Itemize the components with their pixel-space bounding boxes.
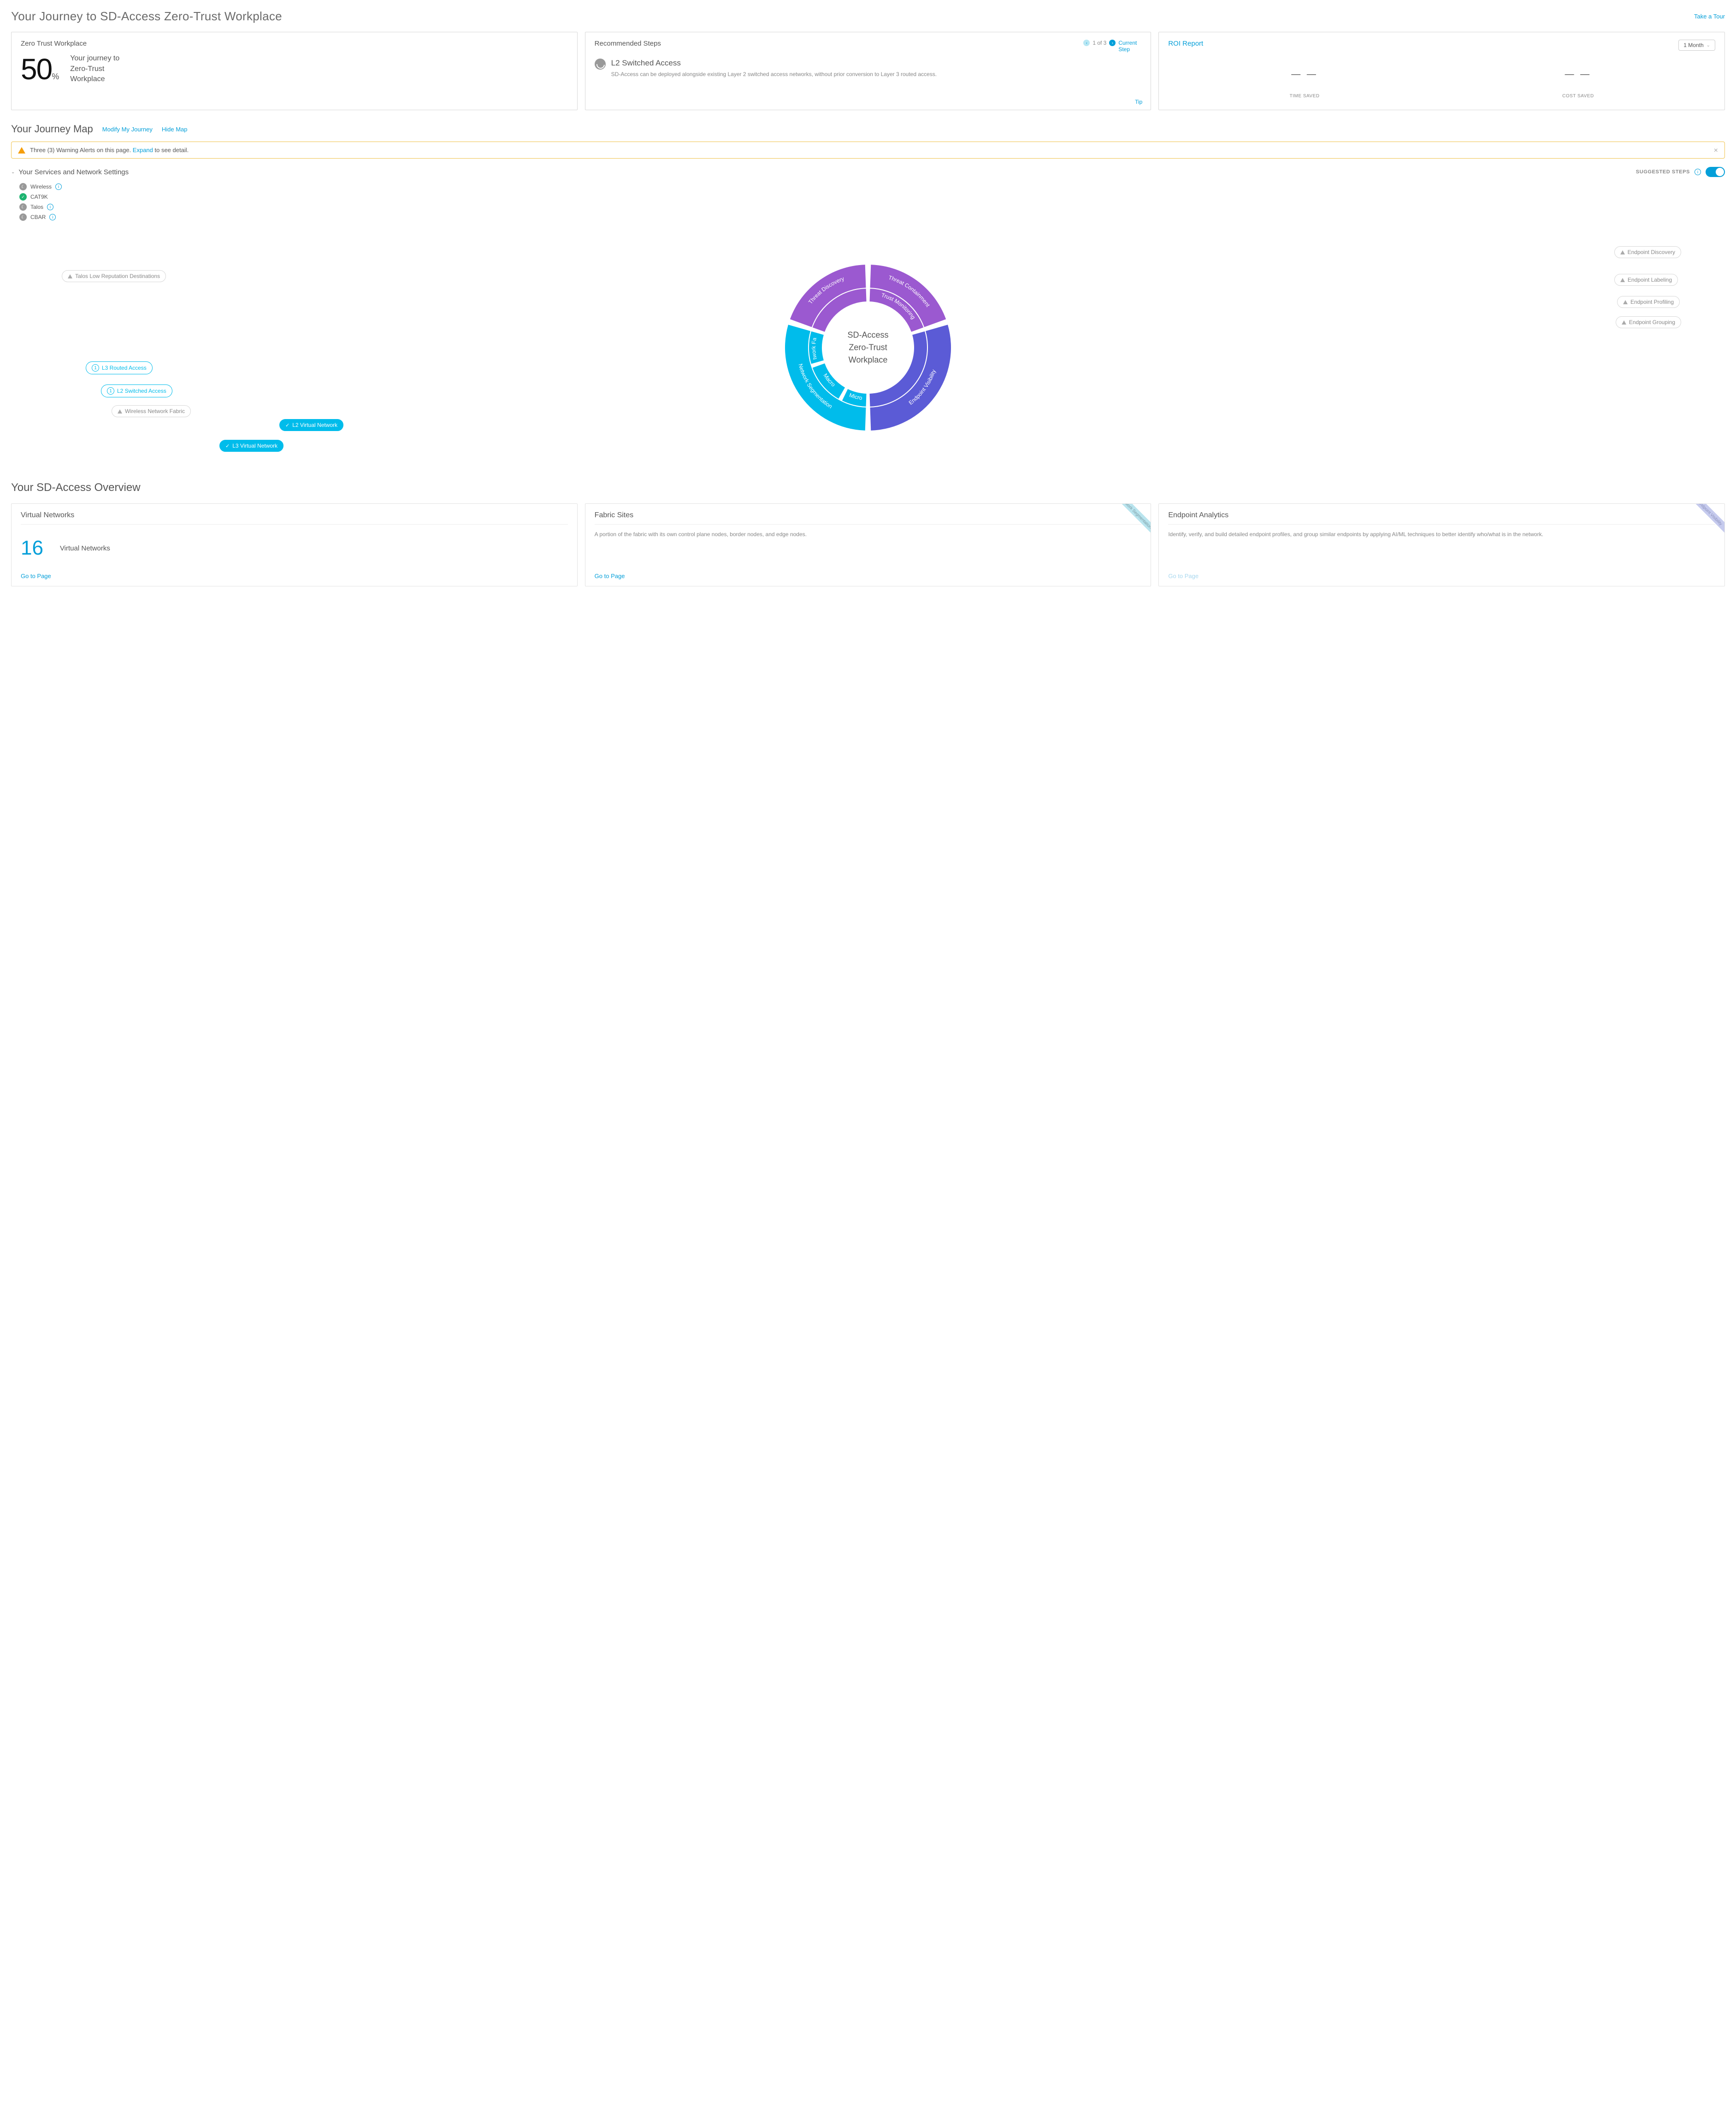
service-label: Talos	[30, 204, 43, 210]
endpoint-analytics-desc: Identify, verify, and build detailed end…	[1168, 530, 1715, 566]
callout-l2-switched-access[interactable]: 1L2 Switched Access	[101, 384, 172, 397]
callout-l3-virtual-network[interactable]: ✓L3 Virtual Network	[219, 440, 283, 452]
moon-icon: ☾	[19, 183, 27, 190]
service-label: CAT9K	[30, 194, 48, 200]
info-icon[interactable]: i	[55, 183, 62, 190]
roi-report-link[interactable]: ROI Report	[1168, 40, 1203, 47]
virtual-networks-label: Virtual Networks	[60, 544, 110, 552]
callout-endpoint-labeling[interactable]: Endpoint Labeling	[1614, 274, 1678, 286]
zero-trust-percent: 50%	[21, 52, 59, 86]
expand-alerts-link[interactable]: Expand	[133, 147, 153, 154]
tip-link[interactable]: Tip	[1135, 99, 1142, 105]
next-step-button[interactable]: ›	[1109, 40, 1116, 46]
donut-center-line1: SD-Access	[847, 329, 888, 342]
service-label: CBAR	[30, 214, 46, 220]
virtual-networks-go-link[interactable]: Go to Page	[21, 573, 568, 579]
warning-icon	[1620, 278, 1625, 282]
callout-endpoint-grouping[interactable]: Endpoint Grouping	[1616, 316, 1681, 328]
donut-center-line3: Workplace	[847, 354, 888, 366]
callout-endpoint-discovery[interactable]: Endpoint Discovery	[1614, 246, 1681, 258]
check-icon: ✓	[285, 422, 289, 428]
info-icon[interactable]: i	[1695, 169, 1701, 175]
recommended-item-title: L2 Switched Access	[611, 59, 937, 68]
warning-icon	[118, 409, 122, 414]
zero-trust-caption: Your journey to Zero-Trust Workplace	[70, 53, 125, 84]
moon-icon: ☾	[19, 203, 27, 211]
warning-icon	[1623, 300, 1628, 304]
endpoint-analytics-title: Endpoint Analytics	[1168, 511, 1715, 525]
info-icon[interactable]: i	[47, 204, 53, 210]
callout-wireless-network-fabric[interactable]: Wireless Network Fabric	[112, 405, 191, 417]
recommended-item-desc: SD-Access can be deployed alongside exis…	[611, 71, 937, 78]
virtual-networks-card: Virtual Networks 16 Virtual Networks Go …	[11, 503, 578, 586]
warning-icon	[1622, 320, 1626, 325]
service-item: ☾CBARi	[19, 212, 1725, 222]
service-item: ☾Talosi	[19, 202, 1725, 212]
cost-saved-label: COST SAVED	[1562, 94, 1594, 99]
close-alert-button[interactable]: ×	[1714, 147, 1718, 155]
fabric-sites-go-link[interactable]: Go to Page	[595, 573, 1142, 579]
journey-donut-chart: Threat ContainmentEndpoint VisibilityNet…	[11, 228, 1725, 467]
warning-icon	[18, 147, 25, 154]
fabric-sites-title: Fabric Sites	[595, 511, 1142, 525]
suggested-steps-toggle[interactable]	[1706, 167, 1725, 177]
callout-endpoint-profiling[interactable]: Endpoint Profiling	[1617, 296, 1680, 308]
cost-saved-value: — —	[1562, 69, 1594, 80]
check-icon: ✓	[225, 443, 230, 449]
current-step-label[interactable]: Current Step	[1118, 40, 1141, 53]
fabric-sites-desc: A portion of the fabric with its own con…	[595, 530, 1142, 566]
time-saved-value: — —	[1290, 69, 1320, 80]
moon-icon: ☾	[19, 213, 27, 221]
info-icon[interactable]: i	[49, 214, 56, 220]
journey-map-title: Your Journey Map	[11, 123, 93, 135]
fabric-sites-card: Network Segmentation Fabric Sites A port…	[585, 503, 1151, 586]
roi-card: ROI Report 1 Month ⌄ — — TIME SAVED — — …	[1158, 32, 1725, 110]
zero-trust-title: Zero Trust Workplace	[21, 40, 568, 47]
service-item: ☾Wirelessi	[19, 182, 1725, 192]
recommended-step-nav: ‹ 1 of 3 › Current Step	[1083, 40, 1141, 53]
callout-l3-routed-access[interactable]: 1L3 Routed Access	[86, 361, 153, 374]
service-item: ✓CAT9K	[19, 192, 1725, 202]
chevron-down-icon: ⌄	[1706, 43, 1710, 48]
donut-center-line2: Zero-Trust	[847, 342, 888, 354]
virtual-networks-title: Virtual Networks	[21, 511, 568, 525]
callout-talos[interactable]: Talos Low Reputation Destinations	[62, 270, 166, 282]
moon-icon	[595, 59, 606, 70]
recommended-title: Recommended Steps	[595, 40, 661, 47]
services-section-toggle[interactable]: ⌄ Your Services and Network Settings	[11, 168, 129, 176]
check-icon: ✓	[19, 193, 27, 201]
warning-icon	[68, 274, 72, 278]
page-title: Your Journey to SD-Access Zero-Trust Wor…	[11, 9, 282, 24]
warning-alert-banner: Three (3) Warning Alerts on this page. E…	[11, 142, 1725, 159]
overview-title: Your SD-Access Overview	[11, 481, 1725, 494]
service-label: Wireless	[30, 183, 52, 190]
prev-step-button[interactable]: ‹	[1083, 40, 1090, 46]
endpoint-analytics-go-link[interactable]: Go to Page	[1168, 573, 1715, 579]
modify-journey-link[interactable]: Modify My Journey	[102, 126, 153, 133]
zero-trust-card: Zero Trust Workplace 50% Your journey to…	[11, 32, 578, 110]
virtual-networks-count: 16	[21, 537, 43, 560]
time-saved-label: TIME SAVED	[1290, 94, 1320, 99]
chevron-down-icon: ⌄	[11, 170, 15, 175]
roi-period-dropdown[interactable]: 1 Month ⌄	[1678, 40, 1715, 51]
recommended-steps-card: Recommended Steps ‹ 1 of 3 › Current Ste…	[585, 32, 1151, 110]
take-tour-link[interactable]: Take a Tour	[1694, 13, 1725, 20]
hide-map-link[interactable]: Hide Map	[162, 126, 188, 133]
suggested-steps-label: SUGGESTED STEPS	[1636, 169, 1690, 175]
endpoint-analytics-card: Endpoint Visibility Endpoint Analytics I…	[1158, 503, 1725, 586]
callout-l2-virtual-network[interactable]: ✓L2 Virtual Network	[279, 419, 343, 431]
warning-icon	[1620, 250, 1625, 254]
